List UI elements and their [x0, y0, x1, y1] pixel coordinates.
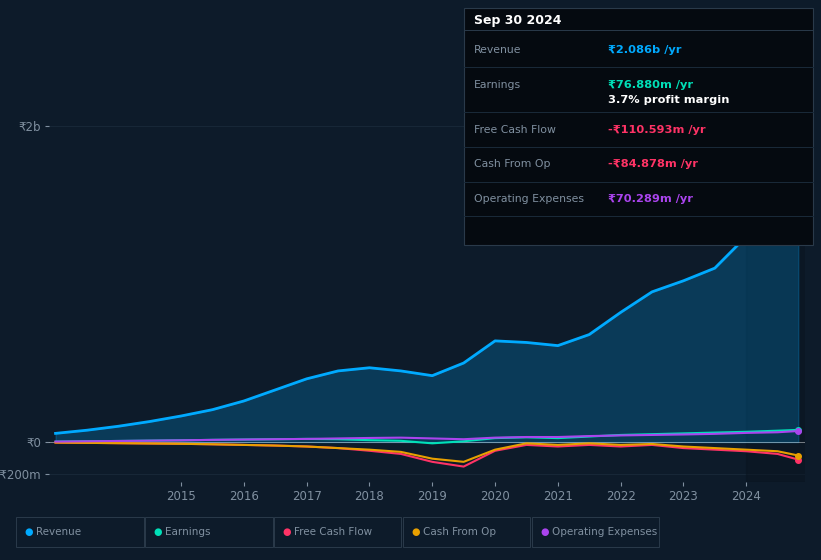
Text: ₹2.086b /yr: ₹2.086b /yr: [608, 45, 681, 55]
Text: Earnings: Earnings: [474, 80, 521, 90]
Text: ●: ●: [411, 527, 420, 537]
Text: ●: ●: [282, 527, 291, 537]
Bar: [746, 78, 817, 482]
Text: Revenue: Revenue: [36, 527, 81, 537]
Text: Free Cash Flow: Free Cash Flow: [474, 125, 556, 135]
Text: ●: ●: [25, 527, 33, 537]
Text: ●: ●: [154, 527, 162, 537]
Text: ₹76.880m /yr: ₹76.880m /yr: [608, 80, 693, 90]
Text: Sep 30 2024: Sep 30 2024: [474, 14, 562, 27]
Text: Free Cash Flow: Free Cash Flow: [294, 527, 372, 537]
Text: ●: ●: [540, 527, 548, 537]
Text: Operating Expenses: Operating Expenses: [474, 194, 584, 204]
Text: Operating Expenses: Operating Expenses: [552, 527, 657, 537]
Text: Cash From Op: Cash From Op: [474, 160, 550, 170]
Text: Revenue: Revenue: [474, 45, 521, 55]
Text: -₹110.593m /yr: -₹110.593m /yr: [608, 125, 705, 135]
Text: Cash From Op: Cash From Op: [423, 527, 496, 537]
Text: Earnings: Earnings: [165, 527, 210, 537]
Text: -₹84.878m /yr: -₹84.878m /yr: [608, 160, 698, 170]
Text: ₹70.289m /yr: ₹70.289m /yr: [608, 194, 693, 204]
Text: 3.7% profit margin: 3.7% profit margin: [608, 95, 729, 105]
